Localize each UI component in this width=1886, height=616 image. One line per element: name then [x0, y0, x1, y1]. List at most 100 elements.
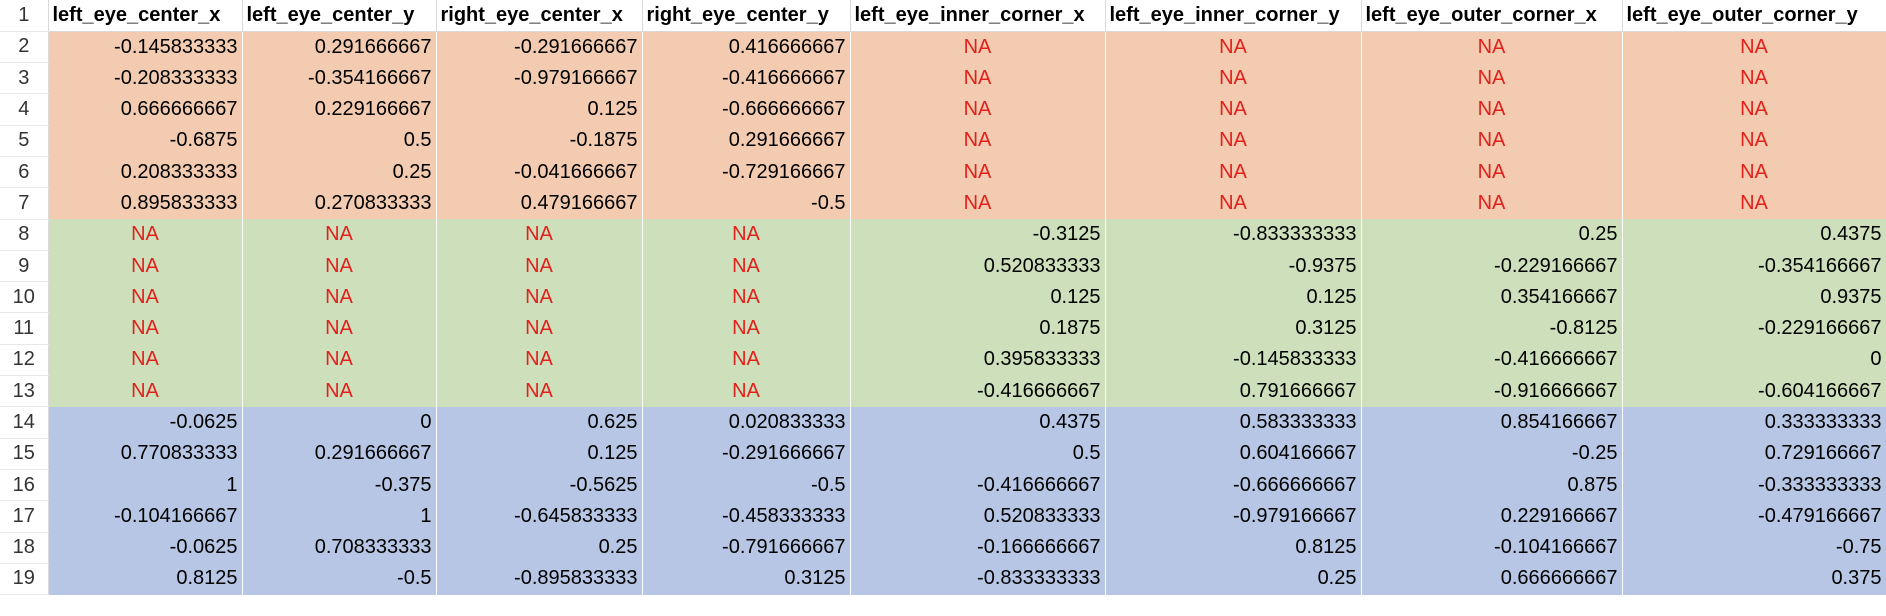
table-cell[interactable]: 0.25	[1361, 219, 1622, 251]
table-cell[interactable]: NA	[242, 219, 436, 251]
table-cell[interactable]: NA	[1105, 93, 1361, 126]
table-cell[interactable]: -0.729166667	[642, 156, 850, 188]
table-cell[interactable]: 0.604166667	[1105, 438, 1361, 470]
table-cell[interactable]: NA	[242, 375, 436, 407]
table-cell[interactable]: -0.333333333	[1622, 469, 1886, 501]
table-cell[interactable]: -0.354166667	[1622, 250, 1886, 282]
table-cell[interactable]: 0.666666667	[1361, 563, 1622, 595]
table-cell[interactable]: -0.666666667	[1105, 469, 1361, 501]
table-cell[interactable]: NA	[642, 344, 850, 376]
column-header[interactable]: left_eye_outer_corner_x	[1361, 0, 1623, 32]
table-cell[interactable]: -0.458333333	[642, 500, 850, 533]
table-cell[interactable]: NA	[436, 375, 642, 407]
table-cell[interactable]: NA	[436, 250, 642, 282]
column-header[interactable]: right_eye_center_y	[642, 0, 851, 32]
table-cell[interactable]: 0.125	[436, 93, 642, 126]
table-cell[interactable]: NA	[436, 281, 642, 313]
table-cell[interactable]: 0.375	[1622, 563, 1886, 595]
table-cell[interactable]: NA	[850, 93, 1105, 126]
row-number[interactable]: 7	[0, 187, 49, 220]
table-cell[interactable]: -0.041666667	[436, 156, 642, 188]
table-cell[interactable]: NA	[48, 344, 242, 376]
table-cell[interactable]: NA	[642, 250, 850, 282]
table-cell[interactable]: -0.145833333	[48, 31, 242, 63]
column-header[interactable]: right_eye_center_x	[436, 0, 643, 32]
table-cell[interactable]: -0.5	[642, 187, 850, 220]
table-cell[interactable]: -0.25	[1361, 438, 1622, 470]
table-cell[interactable]: NA	[642, 281, 850, 313]
table-cell[interactable]: 0.520833333	[850, 500, 1105, 533]
table-cell[interactable]: NA	[48, 375, 242, 407]
table-cell[interactable]: NA	[1105, 62, 1361, 94]
table-cell[interactable]: 0	[242, 406, 436, 439]
table-cell[interactable]: 0.9375	[1622, 281, 1886, 313]
table-cell[interactable]: -0.229166667	[1361, 250, 1622, 282]
row-number[interactable]: 13	[0, 375, 49, 408]
row-number[interactable]: 4	[0, 93, 49, 126]
table-cell[interactable]: -0.1875	[436, 125, 642, 157]
table-cell[interactable]: NA	[1622, 93, 1886, 126]
table-cell[interactable]: NA	[1622, 156, 1886, 188]
table-cell[interactable]: NA	[436, 344, 642, 376]
table-cell[interactable]: 0.625	[436, 406, 642, 439]
table-cell[interactable]: -0.145833333	[1105, 344, 1361, 376]
table-cell[interactable]: -0.0625	[48, 532, 242, 564]
table-cell[interactable]: 0.291666667	[642, 125, 850, 157]
row-number[interactable]: 10	[0, 281, 49, 314]
table-cell[interactable]: 0.4375	[1622, 219, 1886, 251]
table-cell[interactable]: -0.5	[642, 469, 850, 501]
table-cell[interactable]: -0.479166667	[1622, 500, 1886, 533]
table-cell[interactable]: 0.25	[436, 532, 642, 564]
table-cell[interactable]: 0.895833333	[48, 187, 242, 220]
table-cell[interactable]: NA	[242, 281, 436, 313]
row-number[interactable]: 15	[0, 438, 49, 470]
table-cell[interactable]: NA	[1622, 125, 1886, 157]
table-cell[interactable]: 0.25	[1105, 563, 1361, 595]
table-cell[interactable]: NA	[1622, 31, 1886, 63]
row-number[interactable]: 14	[0, 406, 49, 439]
row-number[interactable]: 6	[0, 156, 49, 189]
table-cell[interactable]: NA	[1105, 125, 1361, 157]
table-cell[interactable]: 0.208333333	[48, 156, 242, 188]
table-cell[interactable]: NA	[242, 250, 436, 282]
row-number[interactable]: 18	[0, 532, 49, 564]
table-cell[interactable]: -0.208333333	[48, 62, 242, 94]
table-cell[interactable]: NA	[642, 312, 850, 345]
table-cell[interactable]: -0.229166667	[1622, 312, 1886, 345]
table-cell[interactable]: 0.666666667	[48, 93, 242, 126]
table-cell[interactable]: NA	[436, 312, 642, 345]
table-cell[interactable]: -0.666666667	[642, 93, 850, 126]
table-cell[interactable]: -0.5625	[436, 469, 642, 501]
table-cell[interactable]: 0.791666667	[1105, 375, 1361, 407]
row-number[interactable]: 3	[0, 62, 49, 95]
table-cell[interactable]: NA	[1361, 62, 1622, 94]
table-cell[interactable]: NA	[242, 344, 436, 376]
table-cell[interactable]: 0.5	[242, 125, 436, 157]
table-cell[interactable]: -0.604166667	[1622, 375, 1886, 407]
table-cell[interactable]: 0.229166667	[242, 93, 436, 126]
table-cell[interactable]: 0	[1622, 344, 1886, 376]
table-cell[interactable]: 0.875	[1361, 469, 1622, 501]
table-cell[interactable]: NA	[48, 281, 242, 313]
table-cell[interactable]: 0.5	[850, 438, 1105, 470]
row-number[interactable]: 8	[0, 219, 49, 251]
table-cell[interactable]: NA	[1105, 31, 1361, 63]
table-cell[interactable]: 0.291666667	[242, 438, 436, 470]
table-cell[interactable]: -0.416666667	[642, 62, 850, 94]
table-cell[interactable]: -0.75	[1622, 532, 1886, 564]
table-cell[interactable]: NA	[1622, 62, 1886, 94]
table-cell[interactable]: 0.3125	[1105, 312, 1361, 345]
table-cell[interactable]: -0.416666667	[850, 469, 1105, 501]
table-cell[interactable]: 0.3125	[642, 563, 850, 595]
row-number[interactable]: 12	[0, 344, 49, 377]
table-cell[interactable]: NA	[242, 312, 436, 345]
table-cell[interactable]: NA	[1361, 125, 1622, 157]
column-header[interactable]: left_eye_center_y	[242, 0, 437, 32]
row-number[interactable]: 2	[0, 31, 49, 64]
table-cell[interactable]: NA	[1361, 93, 1622, 126]
table-cell[interactable]: 0.520833333	[850, 250, 1105, 282]
table-cell[interactable]: 0.8125	[48, 563, 242, 595]
row-number[interactable]: 9	[0, 250, 49, 283]
table-cell[interactable]: -0.375	[242, 469, 436, 501]
table-cell[interactable]: -0.166666667	[850, 532, 1105, 564]
